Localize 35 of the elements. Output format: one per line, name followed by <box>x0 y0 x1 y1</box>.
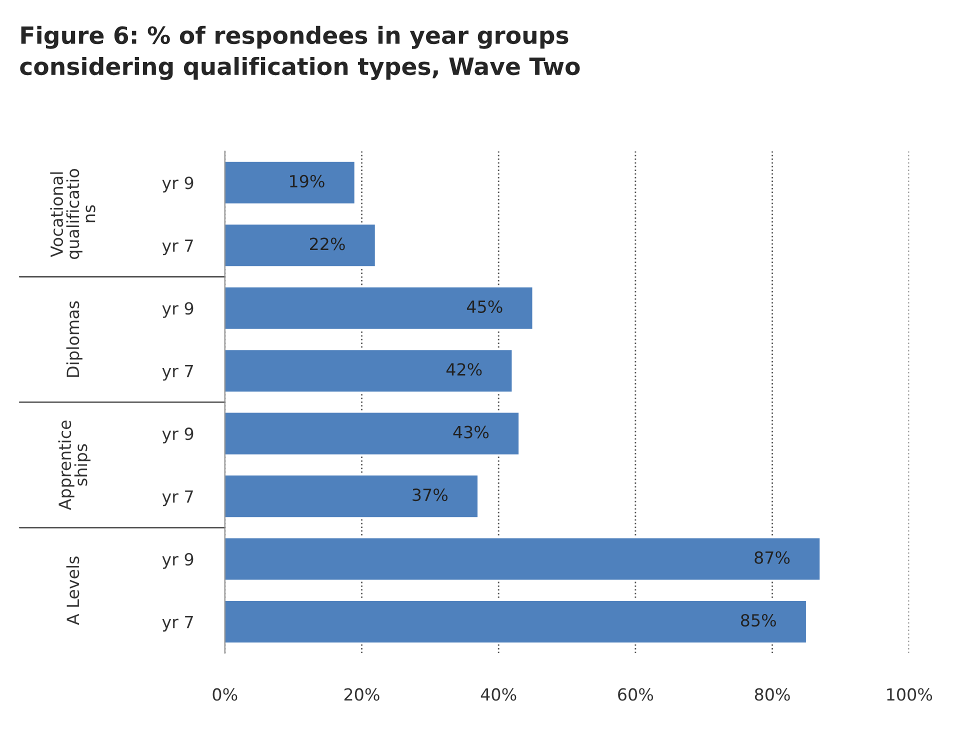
x-tick-label: 80% <box>754 688 790 701</box>
bar <box>224 474 479 518</box>
data-label: 85% <box>740 614 776 627</box>
y-tick-label: yr 9 <box>162 428 194 444</box>
text: Apprentice ships <box>58 420 90 510</box>
bar <box>224 537 821 581</box>
bar <box>224 160 356 205</box>
x-tick-label: 0% <box>212 688 238 701</box>
data-label: 87% <box>754 551 790 564</box>
bar <box>224 224 376 268</box>
data-label: 42% <box>446 363 482 376</box>
data-label: 45% <box>466 300 502 313</box>
y-tick-label: yr 7 <box>162 616 193 632</box>
bar <box>224 286 534 330</box>
data-label: 19% <box>290 174 324 188</box>
data-label: 43% <box>453 426 489 438</box>
bar <box>224 348 513 393</box>
y-tick-label: yr 9 <box>162 552 194 569</box>
text: A Levels <box>66 556 80 625</box>
x-tick-label: 100% <box>887 688 932 701</box>
x-tick-label: 40% <box>480 688 516 701</box>
y-tick-label: yr 7 <box>162 490 193 506</box>
bar <box>224 600 808 644</box>
bar <box>224 412 520 456</box>
y-tick-label: yr 7 <box>162 365 193 381</box>
data-label: 22% <box>310 238 345 250</box>
chart-title: Figure 6: % of respondees in year groups considering qualification types, Wave Two <box>20 26 580 80</box>
y-tick-label: yr 7 <box>162 240 193 256</box>
text: Diplomas <box>66 301 82 377</box>
text: Vocational qualificatio ns <box>50 169 96 260</box>
data-label: 37% <box>412 488 448 502</box>
y-tick-label: yr 9 <box>162 176 194 192</box>
x-tick-label: 60% <box>618 688 654 701</box>
x-tick-label: 20% <box>344 688 380 701</box>
y-tick-label: yr 9 <box>162 302 194 318</box>
